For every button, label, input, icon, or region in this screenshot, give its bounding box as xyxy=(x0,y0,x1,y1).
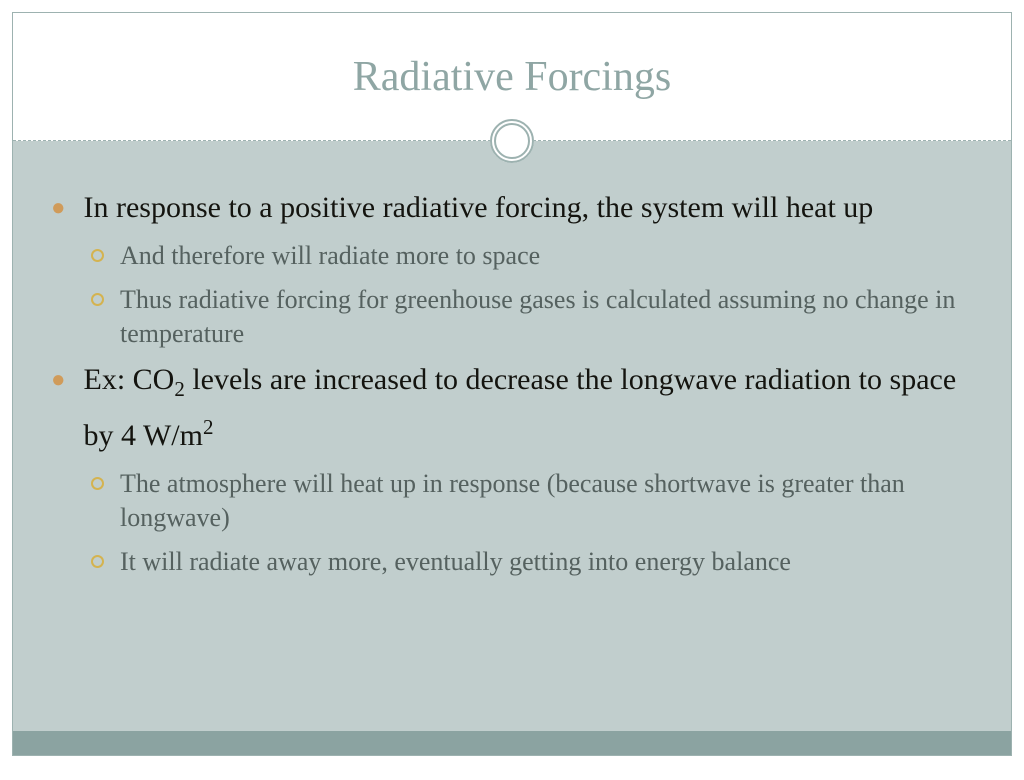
slide-frame: Radiative Forcings ● In response to a po… xyxy=(12,12,1012,756)
slide-title: Radiative Forcings xyxy=(353,53,671,101)
bullet-text: Ex: CO2 levels are increased to decrease… xyxy=(84,361,974,455)
bullet-text: In response to a positive radiative forc… xyxy=(84,189,874,227)
bullet-ring-icon xyxy=(91,555,104,568)
bullet-text: And therefore will radiate more to space xyxy=(120,239,540,273)
content-area: ● In response to a positive radiative fo… xyxy=(13,141,1011,731)
bullet-ring-icon xyxy=(91,477,104,490)
bullet-ring-icon xyxy=(91,249,104,262)
header-area: Radiative Forcings xyxy=(13,13,1011,141)
bullet-level2: And therefore will radiate more to space xyxy=(91,239,973,273)
bullet-dot-icon: ● xyxy=(51,361,66,455)
text-fragment: levels are increased to decrease the lon… xyxy=(84,363,957,452)
bullet-level1: ● Ex: CO2 levels are increased to decrea… xyxy=(51,361,973,455)
bullet-level1: ● In response to a positive radiative fo… xyxy=(51,189,973,227)
bullet-level2: It will radiate away more, eventually ge… xyxy=(91,545,973,579)
bullet-text: The atmosphere will heat up in response … xyxy=(120,467,973,535)
bullet-text: Thus radiative forcing for greenhouse ga… xyxy=(120,283,973,351)
footer-accent-bar xyxy=(13,731,1011,755)
bullet-level2: Thus radiative forcing for greenhouse ga… xyxy=(91,283,973,351)
text-fragment: Ex: CO xyxy=(84,363,175,396)
bullet-dot-icon: ● xyxy=(51,189,66,227)
circle-ornament-icon xyxy=(490,119,534,163)
bullet-text: It will radiate away more, eventually ge… xyxy=(120,545,791,579)
superscript: 2 xyxy=(203,415,214,439)
subscript: 2 xyxy=(174,377,185,401)
bullet-level2: The atmosphere will heat up in response … xyxy=(91,467,973,535)
bullet-ring-icon xyxy=(91,293,104,306)
